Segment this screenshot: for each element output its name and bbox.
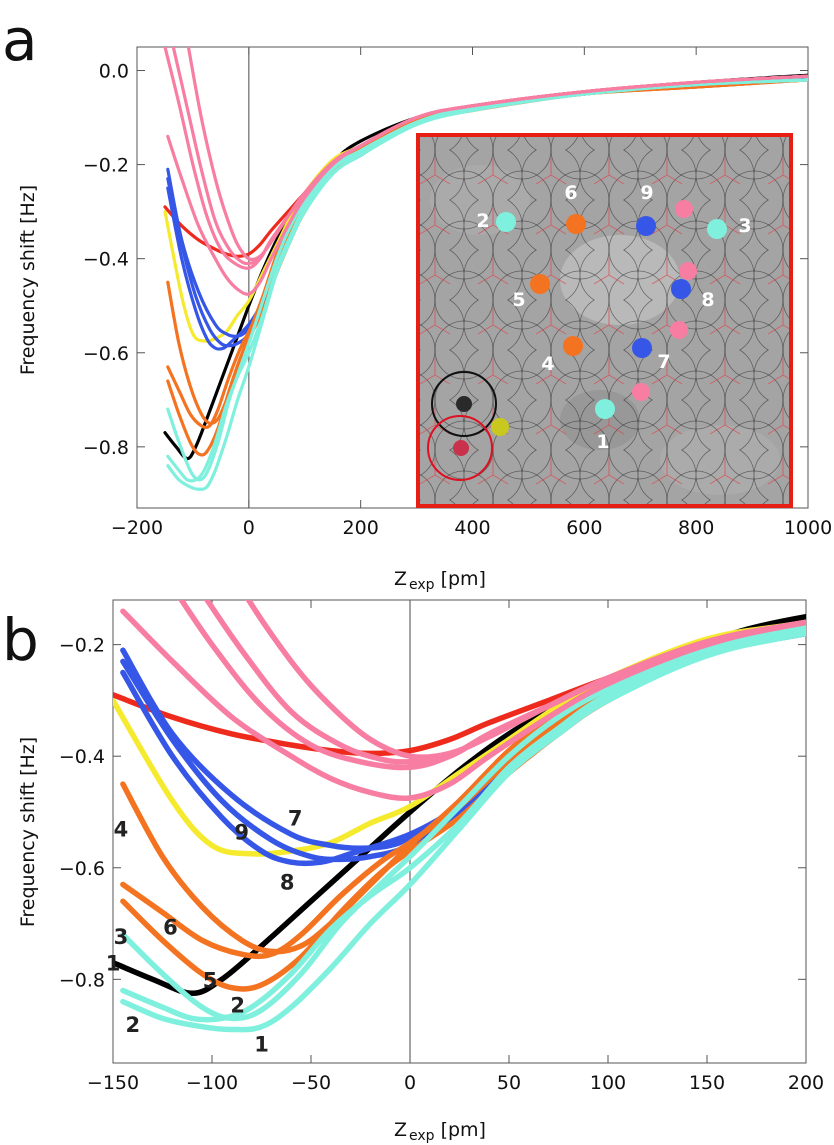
panel-b-ylabel: Frequency shift [Hz] [17, 737, 39, 927]
series-line-pink [245, 600, 806, 760]
inset-marker-dot [566, 214, 586, 234]
series-line-orange [120, 625, 806, 960]
series-line-cyan [120, 627, 806, 1023]
x-tick-label: 150 [689, 1072, 725, 1094]
inset-marker-label: 3 [738, 215, 751, 237]
series-line-pink [186, 47, 808, 262]
inset-marker-dot-pink [675, 200, 693, 218]
curve-label: 3 [114, 925, 129, 949]
panel-a-ticks: −200 0 200 400 600 800 1000 0.0 −0.2 −0.4 −0.6 −0.8 [83, 47, 832, 539]
x-tick-label: −100 [186, 1072, 238, 1094]
x-tick-label: 1000 [784, 517, 832, 539]
panel-b-frame [112, 599, 807, 1064]
inset-marker-dot-pink [632, 383, 650, 401]
inset-marker-label: 2 [476, 210, 489, 232]
curve-label: 2 [125, 1013, 140, 1037]
panel-label-a: a [2, 6, 38, 74]
curve-label: 4 [114, 818, 129, 842]
inset-marker-dot [530, 274, 550, 294]
x-tick-label: 800 [678, 517, 714, 539]
y-tick-label: −0.4 [59, 746, 105, 768]
inset-marker-dot [595, 399, 615, 419]
curve-label: 2 [230, 993, 245, 1017]
y-tick-label: −0.8 [83, 437, 129, 459]
panel-a-ylabel: Frequency shift [Hz] [17, 185, 39, 375]
inset-marker-label: 4 [541, 353, 554, 375]
y-tick-label: −0.6 [59, 858, 105, 880]
panel-a-xlabel-main: Z [394, 568, 407, 590]
panel-b-curves [113, 600, 806, 1033]
inset-marker-label: 6 [564, 182, 577, 204]
series-line-pink [120, 608, 806, 802]
inset-marker-label: 8 [701, 289, 714, 311]
x-tick-label: 0 [404, 1072, 416, 1094]
curve-label: 1 [254, 1032, 269, 1056]
inset-marker-dot [632, 338, 652, 358]
y-tick-label: −0.6 [83, 343, 129, 365]
inset-marker-label: 9 [640, 182, 653, 204]
series-line-orange [120, 622, 806, 955]
panel-a-plot: −200 0 200 400 600 800 1000 0.0 −0.2 −0.4 −0.6 −0.8… [83, 46, 832, 539]
panel-b-xlabel-sub: exp [409, 1128, 435, 1144]
y-tick-label: −0.4 [83, 249, 129, 271]
inset-marker-dot [636, 216, 656, 236]
x-tick-label: 600 [566, 517, 602, 539]
y-tick-label: −0.2 [59, 635, 105, 657]
inset-marker-dot [671, 279, 691, 299]
x-tick-label: 200 [343, 517, 379, 539]
panel-label-b: b [2, 606, 39, 674]
inset-marker-dot-pink [679, 262, 697, 280]
x-tick-label: 100 [590, 1072, 626, 1094]
inset-marker-dot [707, 219, 727, 239]
y-tick-label: 0.0 [99, 61, 129, 83]
panel-b-plot: −150 −100 −50 0 50 100 150 200−0.2−0.4−0.6−0.8 … [59, 599, 824, 1094]
x-tick-label: −50 [291, 1072, 331, 1094]
inset-marker-label: 5 [512, 289, 525, 311]
panel-b-xlabel-unit: [pm] [441, 1119, 486, 1141]
y-tick-label: −0.8 [59, 969, 105, 991]
series-line-cyan [120, 630, 806, 1033]
series-line-cyan [120, 625, 806, 1022]
series-line-blue [120, 630, 806, 867]
x-tick-label: 0 [243, 517, 255, 539]
curve-label: 5 [203, 968, 218, 992]
inset-markers: 1 2 3 4 5 6 7 8 9 [476, 182, 751, 453]
inset-image [416, 133, 793, 508]
inset-marker-dot-pink [670, 321, 688, 339]
x-tick-label: 400 [454, 517, 490, 539]
inset-marker-dot [563, 336, 583, 356]
curve-label: 8 [280, 871, 295, 895]
inset-marker-label: 1 [596, 431, 609, 453]
curve-label: 9 [234, 821, 249, 845]
series-line-blue [120, 630, 806, 863]
panel-a-curves [163, 47, 808, 491]
curve-label: 1 [106, 952, 121, 976]
panel-a-xlabel-unit: [pm] [441, 568, 486, 590]
x-tick-label: −150 [87, 1072, 139, 1094]
curve-label: 6 [163, 915, 178, 939]
series-line-cyan [166, 78, 808, 491]
x-tick-label: 50 [497, 1072, 521, 1094]
inset-marker-label: 7 [657, 351, 670, 373]
x-tick-label: 200 [788, 1072, 824, 1094]
panel-a-xlabel-sub: exp [409, 577, 435, 593]
panel-b-xlabel-main: Z [394, 1119, 407, 1141]
inset-marker-dot [496, 212, 516, 232]
y-tick-label: −0.2 [83, 155, 129, 177]
curve-label: 7 [288, 807, 303, 831]
x-tick-label: −200 [111, 517, 163, 539]
